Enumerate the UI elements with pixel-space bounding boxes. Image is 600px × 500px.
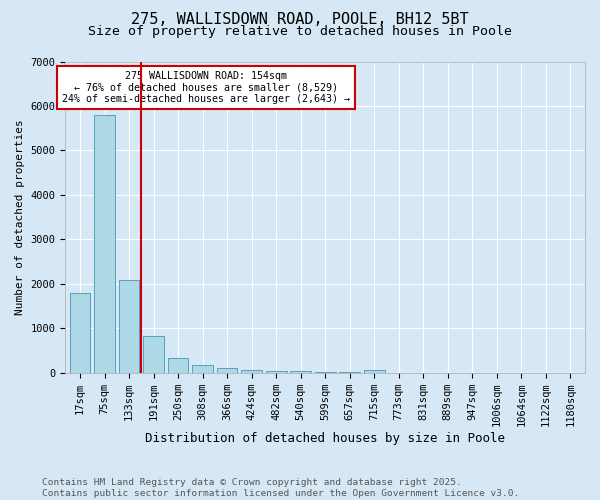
Bar xyxy=(94,115,115,373)
Bar xyxy=(119,280,139,373)
Text: 275 WALLISDOWN ROAD: 154sqm
← 76% of detached houses are smaller (8,529)
24% of : 275 WALLISDOWN ROAD: 154sqm ← 76% of det… xyxy=(62,71,350,104)
Text: Size of property relative to detached houses in Poole: Size of property relative to detached ho… xyxy=(88,25,512,38)
Bar xyxy=(70,293,91,373)
Bar xyxy=(143,336,164,373)
Bar xyxy=(364,370,385,373)
Bar xyxy=(339,372,360,373)
Text: 275, WALLISDOWN ROAD, POOLE, BH12 5BT: 275, WALLISDOWN ROAD, POOLE, BH12 5BT xyxy=(131,12,469,28)
Y-axis label: Number of detached properties: Number of detached properties xyxy=(15,120,25,315)
Bar xyxy=(241,370,262,373)
Bar xyxy=(192,364,213,373)
Text: Contains HM Land Registry data © Crown copyright and database right 2025.
Contai: Contains HM Land Registry data © Crown c… xyxy=(42,478,519,498)
Bar xyxy=(266,370,287,373)
Bar xyxy=(290,372,311,373)
Bar xyxy=(167,358,188,373)
X-axis label: Distribution of detached houses by size in Poole: Distribution of detached houses by size … xyxy=(145,432,505,445)
Bar xyxy=(217,368,238,373)
Bar xyxy=(315,372,335,373)
